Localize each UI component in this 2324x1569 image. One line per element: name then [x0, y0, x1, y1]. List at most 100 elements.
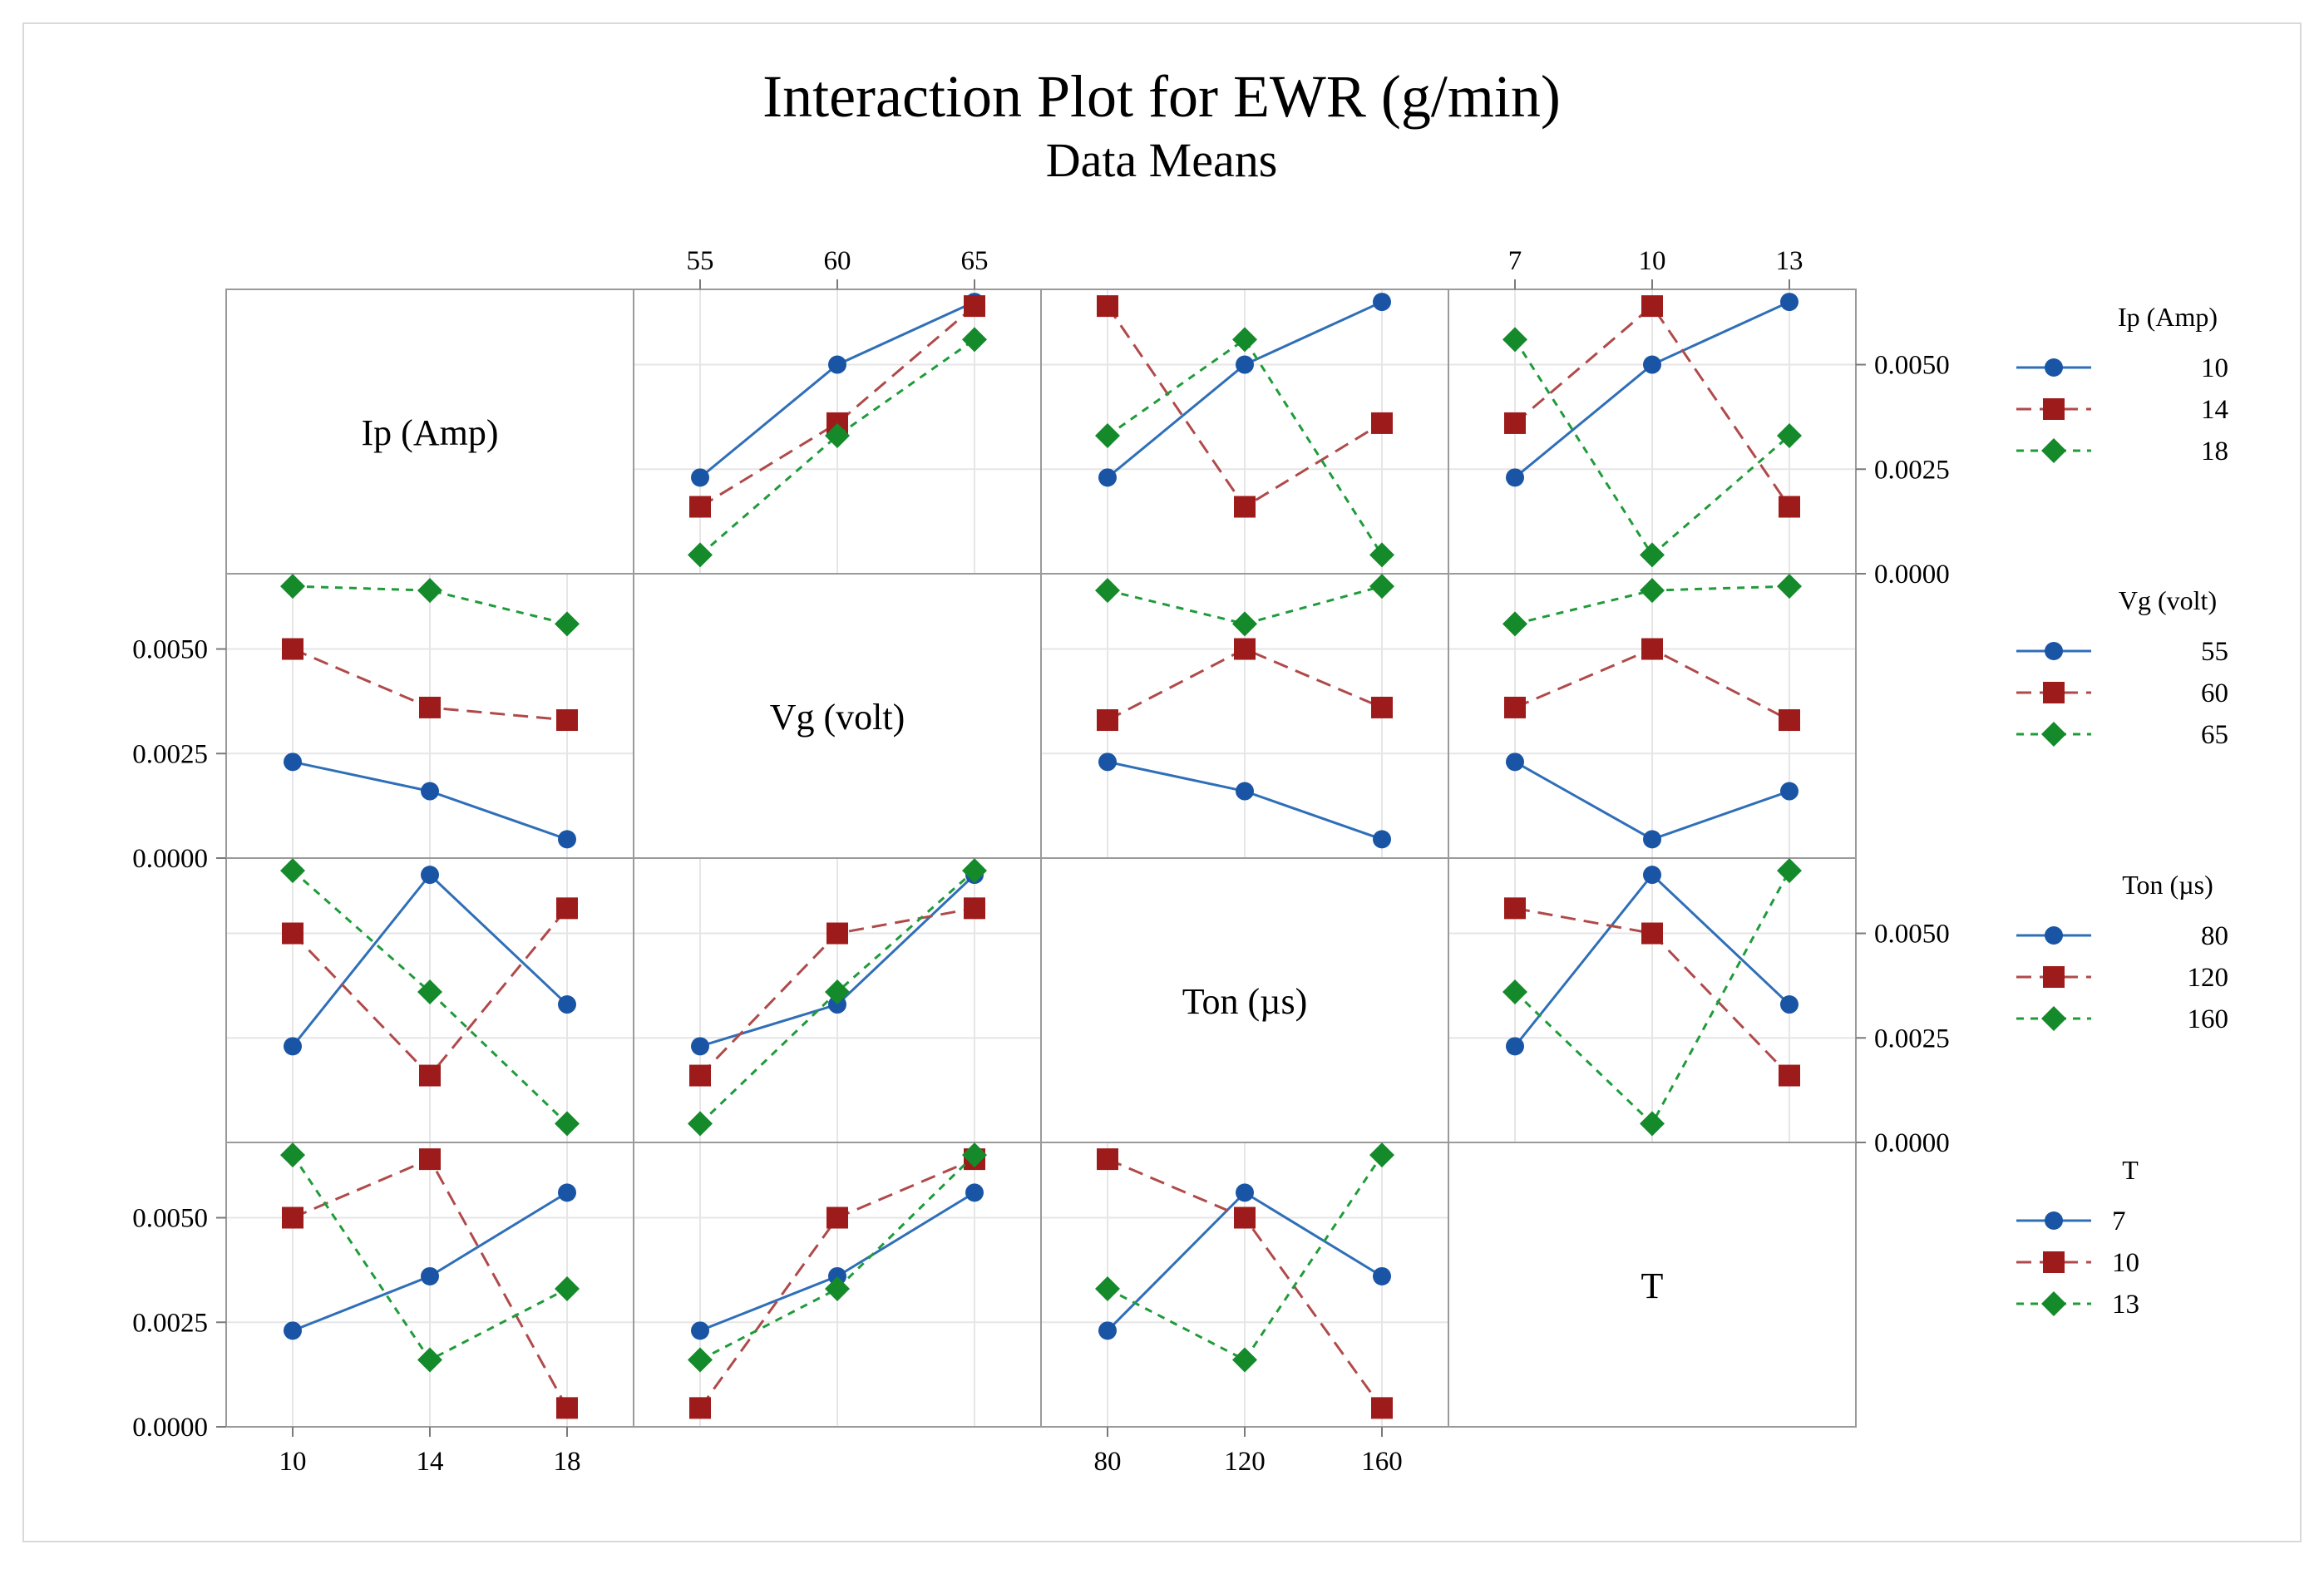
legend-label-0-2: 18: [2201, 437, 2228, 466]
data-point-r0-c1-s2-x2: [962, 327, 987, 353]
plot-matrix: Ip (Amp) Vg (volt) Ton (µs) T 0.0000 0.0025 0.…: [132, 246, 2228, 1477]
data-point-r1-c3-s2-x2: [1777, 574, 1802, 599]
data-point-r1-c0-s1-x1: [419, 696, 441, 718]
data-point-r2-c3-s0-x0: [1506, 1037, 1524, 1056]
legend-2: Ton (µs) 80 120 160: [2016, 870, 2228, 1034]
legend-marker-2-2: [2041, 1006, 2066, 1031]
data-point-r0-c3-s2-x0: [1502, 327, 1527, 353]
data-point-r0-c3-s0-x2: [1780, 293, 1799, 312]
panel-data-r0-c1: [688, 293, 987, 568]
y-tick-label-left-r3: 0.0000: [132, 1413, 208, 1443]
data-point-r3-c1-s1-x0: [689, 1397, 711, 1419]
y-tick-label-left-r1: 0.0000: [132, 844, 208, 874]
panel-data-r2-c3: [1502, 858, 1802, 1137]
data-point-r2-c0-s2-x2: [555, 1111, 580, 1137]
legend-3: T 7 10 13: [2016, 1155, 2139, 1320]
series-line-r1-c3-s2: [1514, 585, 1790, 625]
legend-label-3-2: 13: [2112, 1290, 2139, 1320]
data-point-r3-c0-s1-x2: [556, 1397, 578, 1419]
data-point-r0-c2-s2-x1: [1232, 327, 1257, 353]
legend-label-0-1: 14: [2201, 395, 2228, 425]
data-point-r2-c0-s0-x0: [284, 1037, 302, 1056]
legend-label-2-1: 120: [2188, 963, 2229, 993]
data-point-r2-c3-s0-x2: [1780, 995, 1799, 1014]
series-line-r0-c1-s2: [699, 338, 975, 556]
diagonal-label-2: Ton (µs): [1182, 981, 1308, 1022]
data-point-r1-c3-s1-x1: [1641, 638, 1663, 660]
data-point-r3-c1-s0-x0: [691, 1321, 709, 1340]
data-point-r3-c0-s0-x2: [558, 1183, 576, 1202]
data-point-r1-c3-s1-x0: [1504, 696, 1526, 718]
data-point-r0-c3-s1-x2: [1779, 496, 1800, 518]
x-tick-label-top-c3: 13: [1776, 246, 1803, 276]
data-point-r3-c2-s2-x1: [1232, 1347, 1257, 1373]
data-point-r3-c0-s0-x1: [421, 1266, 439, 1285]
panel-data-r0-c2: [1095, 293, 1394, 568]
data-point-r1-c0-s1-x2: [556, 709, 578, 732]
panel-data-r3-c1: [688, 1142, 987, 1419]
data-point-r2-c0-s1-x0: [282, 922, 303, 945]
data-point-r1-c3-s0-x0: [1506, 752, 1524, 772]
data-point-r3-c0-s2-x1: [417, 1347, 442, 1373]
data-point-r0-c3-s0-x0: [1506, 468, 1524, 487]
data-point-r1-c0-s0-x0: [284, 752, 302, 772]
y-tick-label-right-r2: 0.0025: [1874, 1024, 1950, 1053]
data-point-r3-c2-s2-x0: [1095, 1276, 1120, 1302]
chart-title: Interaction Plot for EWR (g/min): [762, 63, 1561, 130]
series-line-r1-c2-s2: [1107, 585, 1383, 625]
data-point-r0-c3-s2-x1: [1640, 542, 1665, 568]
data-point-r1-c0-s2-x1: [417, 578, 442, 604]
data-point-r2-c1-s0-x0: [691, 1037, 709, 1056]
legend-title-3: T: [2122, 1155, 2139, 1185]
data-point-r2-c3-s1-x0: [1504, 897, 1526, 920]
data-point-r1-c0-s0-x1: [421, 782, 439, 801]
chart-subtitle: Data Means: [1046, 133, 1278, 187]
legend-1: Vg (volt) 55 60 65: [2016, 585, 2228, 750]
series-line-r0-c3-s1: [1514, 303, 1791, 508]
data-point-r2-c3-s0-x1: [1643, 866, 1661, 885]
legend-marker-0-1: [2043, 398, 2065, 420]
x-tick-label-bottom-c2: 160: [1361, 1447, 1403, 1477]
panel-data-r2-c0: [280, 858, 580, 1137]
data-point-r1-c2-s2-x0: [1095, 578, 1120, 604]
legend-label-3-1: 10: [2112, 1248, 2139, 1278]
panel-data-r1-c0: [280, 574, 580, 849]
legend-marker-3-0: [2045, 1211, 2063, 1230]
data-point-r3-c0-s2-x2: [555, 1276, 580, 1302]
x-tick-label-top-c3: 10: [1639, 246, 1666, 276]
diagonal-label-3: T: [1641, 1266, 1664, 1306]
panel-data-r0-c3: [1502, 293, 1802, 568]
data-point-r0-c2-s0-x2: [1373, 293, 1391, 312]
legend-marker-0-2: [2041, 438, 2066, 463]
data-point-r1-c2-s0-x0: [1098, 752, 1117, 772]
legend-label-2-2: 160: [2188, 1004, 2229, 1034]
panel-data-r2-c1: [688, 858, 987, 1137]
data-point-r2-c1-s0-x1: [828, 995, 846, 1014]
data-point-r0-c2-s2-x2: [1369, 542, 1394, 568]
x-tick-label-bottom-c0: 18: [554, 1447, 581, 1477]
data-point-r1-c0-s2-x2: [555, 611, 580, 637]
data-point-r2-c3-s2-x0: [1502, 979, 1527, 1004]
data-point-r0-c3-s2-x2: [1777, 423, 1802, 449]
data-point-r1-c2-s2-x1: [1232, 611, 1257, 637]
data-point-r3-c1-s0-x1: [828, 1266, 846, 1285]
data-point-r0-c3-s1-x1: [1641, 295, 1663, 318]
data-point-r2-c3-s2-x1: [1640, 1111, 1665, 1137]
series-line-r1-c0-s2: [292, 585, 568, 625]
data-point-r2-c0-s0-x2: [558, 995, 576, 1014]
series-line-r0-c1-s1: [699, 304, 975, 508]
data-point-r0-c2-s1-x1: [1234, 496, 1256, 518]
data-point-r3-c0-s0-x0: [284, 1321, 302, 1340]
data-point-r3-c0-s1-x0: [282, 1206, 303, 1229]
data-point-r2-c3-s1-x2: [1779, 1064, 1800, 1087]
data-point-r0-c1-s1-x0: [689, 496, 711, 518]
data-point-r0-c2-s2-x0: [1095, 423, 1120, 449]
y-tick-label-right-r0: 0.0050: [1874, 351, 1950, 381]
data-point-r1-c2-s1-x0: [1097, 709, 1118, 732]
y-tick-label-right-r0: 0.0025: [1874, 455, 1950, 485]
y-tick-label-right-r0: 0.0000: [1874, 560, 1950, 590]
data-point-r1-c3-s1-x2: [1779, 709, 1800, 732]
